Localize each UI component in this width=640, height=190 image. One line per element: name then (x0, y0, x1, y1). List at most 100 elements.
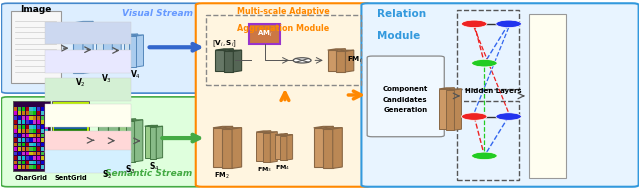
Bar (54, 147, 88, 151)
Text: Generation: Generation (383, 107, 428, 113)
Bar (14, 120, 17, 124)
Bar (18, 125, 21, 128)
Bar (37, 143, 40, 146)
Bar (14, 129, 17, 133)
Bar (22, 129, 25, 133)
Polygon shape (145, 125, 157, 126)
Text: $\mathbf{AM}_i$: $\mathbf{AM}_i$ (257, 29, 273, 39)
Bar (29, 125, 33, 128)
Polygon shape (336, 50, 354, 51)
FancyBboxPatch shape (196, 3, 371, 187)
Circle shape (496, 113, 522, 120)
Text: SentGrid: SentGrid (54, 175, 87, 181)
Bar (45, 156, 48, 160)
Text: Image: Image (20, 5, 51, 14)
Bar (26, 129, 29, 133)
Bar (33, 120, 36, 124)
Bar (41, 120, 44, 124)
Text: Semantic Stream: Semantic Stream (106, 169, 193, 178)
Bar (14, 165, 17, 169)
Text: $\mathbf{S}_4$: $\mathbf{S}_4$ (149, 161, 160, 173)
Bar (41, 156, 44, 160)
Polygon shape (108, 113, 118, 166)
Polygon shape (270, 132, 277, 162)
Polygon shape (73, 21, 93, 23)
Bar (18, 138, 21, 142)
Bar (29, 134, 33, 138)
Polygon shape (96, 29, 104, 70)
Bar (45, 125, 48, 128)
Bar (29, 111, 33, 115)
Polygon shape (280, 135, 292, 136)
Text: $\mathbf{S}_3$: $\mathbf{S}_3$ (125, 164, 136, 176)
Bar (26, 161, 29, 165)
Bar (45, 116, 48, 120)
Bar (45, 104, 131, 127)
Text: Component: Component (383, 86, 428, 92)
FancyBboxPatch shape (367, 56, 444, 137)
Bar (54, 161, 88, 165)
Text: CharGrid: CharGrid (15, 175, 48, 181)
Polygon shape (156, 126, 163, 159)
Bar (54, 116, 88, 120)
Polygon shape (328, 49, 346, 50)
Bar (33, 116, 36, 120)
Bar (37, 134, 40, 138)
Bar (22, 161, 25, 165)
Bar (41, 152, 44, 155)
Polygon shape (104, 28, 113, 70)
Bar (14, 152, 17, 155)
Bar (45, 131, 131, 153)
Bar (14, 116, 17, 120)
Bar (33, 125, 36, 128)
Bar (33, 161, 36, 165)
Bar (26, 116, 29, 120)
Bar (29, 152, 33, 155)
Bar (22, 156, 25, 160)
Polygon shape (99, 115, 108, 166)
Polygon shape (224, 51, 234, 72)
Polygon shape (119, 120, 127, 161)
Bar (22, 125, 25, 128)
FancyBboxPatch shape (362, 3, 639, 187)
Polygon shape (151, 125, 157, 158)
Bar (29, 129, 33, 133)
Bar (22, 134, 25, 138)
Polygon shape (262, 132, 277, 133)
Bar (54, 156, 88, 160)
Bar (26, 134, 29, 138)
Polygon shape (222, 128, 242, 129)
Bar (18, 129, 21, 133)
Bar (37, 152, 40, 155)
Polygon shape (127, 119, 136, 161)
Polygon shape (232, 128, 242, 168)
Bar (29, 147, 33, 151)
Bar (22, 165, 25, 169)
Polygon shape (126, 121, 134, 162)
Polygon shape (439, 89, 447, 129)
Bar (41, 111, 44, 115)
Polygon shape (222, 129, 232, 168)
Polygon shape (224, 50, 242, 51)
Polygon shape (73, 23, 83, 74)
Polygon shape (96, 28, 113, 29)
Bar (26, 120, 29, 124)
Text: $\mathbf{FM}_2$: $\mathbf{FM}_2$ (214, 171, 230, 181)
Bar (29, 138, 33, 142)
Bar (18, 147, 21, 151)
Text: Aggregation Module: Aggregation Module (237, 24, 330, 33)
Bar (29, 161, 33, 165)
Bar (54, 142, 88, 146)
Bar (22, 107, 25, 111)
Bar (14, 111, 17, 115)
Polygon shape (134, 120, 143, 162)
Circle shape (472, 59, 497, 67)
Polygon shape (223, 126, 233, 167)
Bar (45, 134, 48, 138)
Circle shape (461, 20, 487, 28)
Polygon shape (275, 134, 287, 135)
Polygon shape (328, 50, 337, 71)
Polygon shape (216, 50, 225, 71)
Bar (45, 129, 48, 133)
Bar (41, 129, 44, 133)
